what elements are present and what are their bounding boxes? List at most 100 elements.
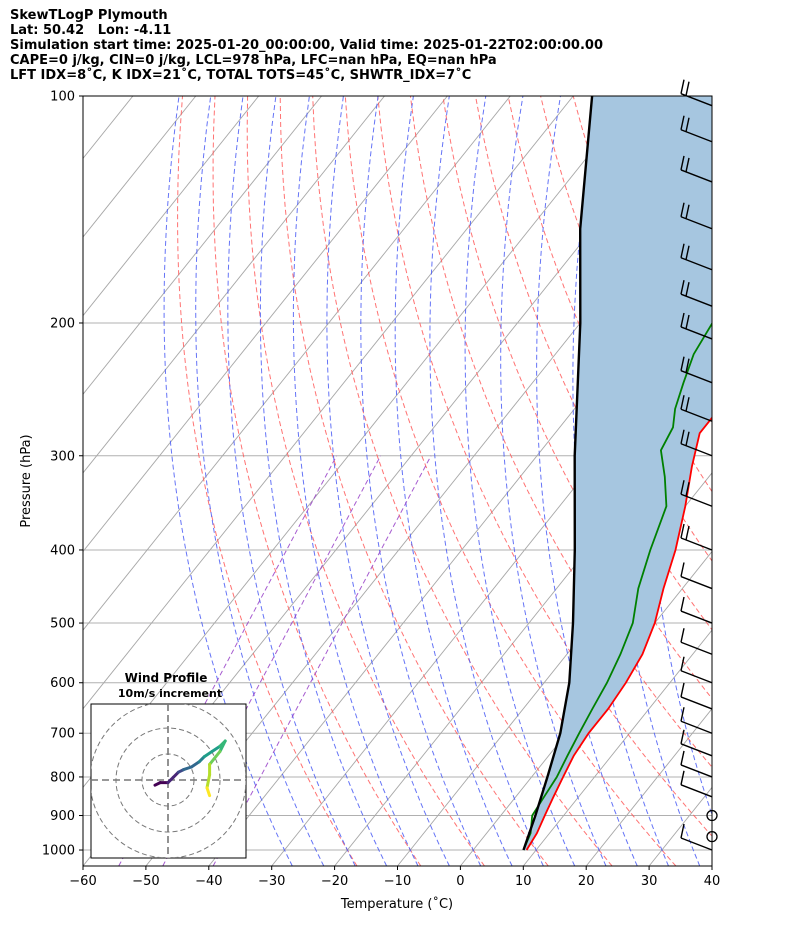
moist-adiabat bbox=[464, 96, 576, 866]
wind-barb bbox=[680, 656, 713, 684]
moist-adiabat bbox=[227, 96, 356, 866]
wind-barb bbox=[680, 823, 713, 851]
wind-barb bbox=[680, 115, 713, 143]
barb-flag bbox=[685, 431, 690, 446]
barb-flag bbox=[680, 770, 685, 785]
wind-barb bbox=[680, 202, 713, 230]
barb-flag bbox=[680, 155, 685, 171]
isotherm bbox=[83, 96, 448, 553]
x-axis-label: Temperature (˚C) bbox=[340, 896, 453, 912]
x-tick-label: 0 bbox=[456, 874, 464, 889]
x-tick-label: −10 bbox=[384, 874, 411, 889]
barb-flag bbox=[685, 358, 690, 373]
x-tick-label: 20 bbox=[578, 874, 595, 889]
axis-ticks-layer: −60 −50 −40 −30 −20 −10 0 10 20 30 40 100 200 300 400 5… bbox=[42, 90, 720, 890]
barb-flag bbox=[680, 707, 685, 722]
x-tick-label: −50 bbox=[132, 874, 159, 889]
wind-barb bbox=[680, 729, 713, 757]
barb-staff bbox=[680, 575, 713, 590]
x-tick-label: −40 bbox=[195, 874, 222, 889]
x-tick-label: −60 bbox=[69, 874, 96, 889]
isotherm bbox=[208, 236, 712, 866]
barb-flag bbox=[680, 656, 685, 671]
y-axis-label: Pressure (hPa) bbox=[19, 434, 34, 527]
barb-flag bbox=[680, 823, 685, 839]
barb-flag bbox=[685, 525, 690, 541]
cape-cin-shading bbox=[523, 96, 712, 850]
moist-adiabat bbox=[394, 96, 513, 866]
moist-adiabat bbox=[195, 96, 325, 866]
hodograph bbox=[91, 704, 246, 858]
dry-adiabat bbox=[377, 96, 712, 837]
barb-flag bbox=[685, 157, 690, 173]
cape-fill-layer bbox=[523, 96, 712, 850]
title-indices-1: CAPE=0 j/kg, CIN=0 j/kg, LCL=978 hPa, LF… bbox=[10, 53, 497, 68]
title-times: Simulation start time: 2025-01-20_00:00:… bbox=[10, 38, 603, 53]
x-tick-label: 40 bbox=[704, 874, 721, 889]
y-tick-label: 1000 bbox=[42, 844, 75, 859]
x-tick-label: −20 bbox=[321, 874, 348, 889]
wind-barb bbox=[680, 707, 713, 734]
wind-barb bbox=[680, 682, 713, 710]
wind-barb bbox=[680, 523, 713, 551]
dry-adiabat bbox=[344, 96, 677, 866]
dry-adiabat bbox=[702, 96, 712, 120]
isotherm bbox=[83, 96, 511, 631]
hodograph-segment bbox=[205, 786, 212, 798]
moist-adiabat bbox=[326, 96, 450, 866]
barb-flag bbox=[680, 243, 685, 258]
moist-adiabat bbox=[292, 96, 419, 866]
isotherm bbox=[83, 96, 260, 317]
barb-flag bbox=[685, 117, 690, 132]
inset-subtitle: 10m/s increment bbox=[118, 687, 222, 700]
title-indices-2: LFT IDX=8˚C, K IDX=21˚C, TOTAL TOTS=45˚C… bbox=[10, 68, 472, 83]
barb-staff bbox=[680, 764, 713, 778]
isotherm bbox=[83, 96, 385, 474]
moist-adiabat bbox=[572, 96, 669, 866]
dewpoint-line bbox=[522, 321, 712, 851]
title-station: SkewTLogP Plymouth bbox=[10, 8, 168, 23]
barb-flag bbox=[680, 596, 685, 612]
moist-adiabat bbox=[163, 96, 293, 866]
dry-adiabat bbox=[177, 96, 358, 866]
isotherm bbox=[83, 96, 197, 238]
title-latlon: Lat: 50.42 Lon: -4.11 bbox=[10, 23, 172, 38]
inset-title: Wind Profile bbox=[125, 671, 208, 685]
hodograph-segment bbox=[208, 749, 222, 766]
barb-flag bbox=[680, 395, 685, 410]
wind-barb bbox=[680, 770, 713, 798]
isotherm bbox=[83, 96, 574, 710]
wind-barb bbox=[680, 750, 713, 778]
barb-staff bbox=[680, 610, 713, 624]
wind-barb bbox=[680, 312, 713, 340]
hodograph-segment bbox=[189, 760, 201, 769]
barb-flag bbox=[685, 482, 690, 497]
moist-adiabat bbox=[429, 96, 544, 866]
barb-flag bbox=[685, 204, 690, 219]
hodograph-segment bbox=[210, 744, 222, 753]
barb-flag bbox=[680, 115, 685, 130]
chart-header: SkewTLogP Plymouth Lat: 50.42 Lon: -4.11… bbox=[10, 8, 603, 83]
y-tick-label: 800 bbox=[50, 770, 75, 785]
y-tick-label: 900 bbox=[50, 809, 75, 824]
barb-staff bbox=[680, 837, 713, 851]
wind-barb bbox=[680, 562, 713, 590]
wind-barb bbox=[680, 155, 713, 183]
dry-adiabat bbox=[769, 96, 794, 866]
wind-barb bbox=[680, 356, 713, 384]
dry-adiabat bbox=[279, 96, 549, 866]
barb-staff bbox=[680, 743, 713, 757]
barb-flag bbox=[680, 523, 685, 539]
moist-adiabat bbox=[608, 96, 701, 866]
isotherm bbox=[522, 629, 712, 866]
barb-flag bbox=[685, 397, 690, 412]
barb-flag bbox=[680, 280, 685, 295]
y-tick-label: 100 bbox=[50, 90, 75, 105]
barb-flag bbox=[680, 480, 685, 495]
wind-barb-calm bbox=[706, 831, 718, 843]
y-tick-label: 400 bbox=[50, 543, 75, 558]
hodograph-segment bbox=[218, 739, 227, 753]
y-tick-label: 600 bbox=[50, 676, 75, 691]
wind-profile-inset: Wind Profile 10m/s increment bbox=[90, 671, 247, 859]
